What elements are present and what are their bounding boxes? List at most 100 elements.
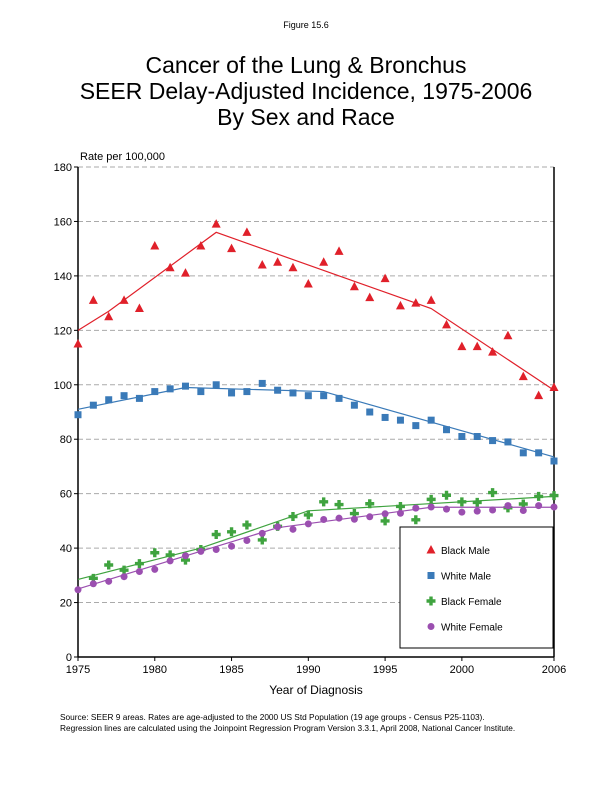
x-tick-label: 1980 (143, 664, 167, 676)
black-male-point (365, 292, 375, 302)
white-male-point (320, 392, 328, 400)
white-female-point (366, 513, 374, 521)
white-male-point (519, 449, 527, 457)
white-male-point (412, 422, 420, 430)
black-female-point (488, 488, 498, 498)
white-female-point (289, 525, 297, 533)
legend-label: White Female (441, 623, 503, 634)
white-female-point (381, 510, 389, 518)
white-male-point (443, 426, 451, 434)
white-male-point (120, 392, 128, 400)
white-male-point (366, 408, 374, 416)
black-female-point (227, 527, 237, 537)
white-male-point (381, 413, 389, 421)
white-female-point (228, 542, 236, 550)
white-male-point (197, 388, 205, 396)
white-female-point (181, 552, 189, 560)
black-male-point (488, 347, 498, 356)
white-female-point (320, 516, 328, 524)
y-tick-label: 120 (54, 325, 72, 337)
white-male-point (350, 401, 358, 409)
white-male-point (504, 438, 512, 446)
black-male-point (442, 319, 452, 329)
black-male-point (334, 246, 344, 255)
white-male-point (105, 396, 113, 404)
black-male-point (134, 303, 144, 313)
y-tick-label: 20 (60, 598, 72, 610)
black-male-point (257, 260, 267, 269)
x-tick-label: 1990 (296, 664, 320, 676)
white-female-point (350, 515, 358, 523)
black-female-point (334, 500, 344, 510)
black-male-point (211, 219, 221, 228)
legend-label: White Male (441, 572, 491, 583)
white-female-point (535, 502, 543, 510)
black-male-point (319, 257, 329, 266)
white-female-point (89, 580, 97, 588)
white-male-point (243, 388, 251, 396)
white-female-point (443, 505, 451, 513)
black-female-point (104, 560, 114, 570)
black-female-point (395, 501, 405, 511)
x-tick-label: 1975 (66, 664, 90, 676)
black-female-point (472, 497, 482, 507)
white-female-point (550, 503, 558, 511)
black-male-point (518, 371, 528, 381)
white-male-point (427, 416, 435, 424)
black-female-point (180, 555, 190, 565)
black-male-point (426, 295, 436, 304)
black-male-point (273, 257, 283, 266)
black-male-point (88, 295, 98, 304)
white-male-point (335, 394, 343, 402)
black-male-point (503, 330, 513, 340)
black-male-point (196, 240, 206, 250)
white-female-point (258, 529, 266, 537)
source-line: Regression lines are calculated using th… (60, 723, 516, 733)
white-female-point (212, 545, 220, 553)
y-tick-label: 0 (66, 652, 72, 664)
white-male-point (212, 381, 220, 389)
black-female-point (426, 494, 436, 504)
white-male-point (151, 388, 159, 396)
y-tick-label: 100 (54, 380, 72, 392)
white-male-point (289, 389, 297, 397)
white-male-trend-line (77, 386, 555, 458)
y-tick-label: 160 (54, 216, 72, 228)
legend-marker (426, 545, 436, 554)
x-tick-label: 1995 (373, 664, 397, 676)
white-female-point (274, 523, 282, 531)
black-male-point (534, 390, 544, 400)
black-female-point (134, 559, 144, 569)
legend-marker (426, 596, 436, 606)
legend-label: Black Female (441, 597, 502, 608)
legend-label: Black Male (441, 546, 490, 557)
white-male-point (458, 433, 466, 440)
black-male-point (104, 311, 114, 321)
white-female-point (74, 586, 82, 594)
black-female-point (534, 491, 544, 501)
white-male-point (74, 411, 82, 419)
white-female-point (396, 509, 404, 517)
black-female-point (442, 490, 452, 500)
title-line: Cancer of the Lung & Bronchus (145, 52, 467, 78)
white-male-point (258, 379, 266, 387)
black-male-point (150, 240, 160, 250)
black-male-point (395, 300, 405, 310)
black-male-point (380, 273, 390, 283)
black-female-point (88, 573, 98, 583)
white-male-point (89, 401, 97, 409)
white-male-point (473, 433, 481, 440)
black-male-point (549, 382, 559, 391)
black-male-point (472, 341, 482, 351)
black-female-point (211, 530, 221, 539)
white-male-point (181, 382, 189, 390)
black-female-point (319, 497, 329, 507)
white-male-point (550, 457, 558, 465)
black-female-point (518, 499, 528, 509)
white-male-point (489, 437, 497, 445)
white-male-point (135, 394, 143, 402)
black-male-point (457, 341, 467, 351)
y-tick-label: 40 (60, 543, 72, 555)
